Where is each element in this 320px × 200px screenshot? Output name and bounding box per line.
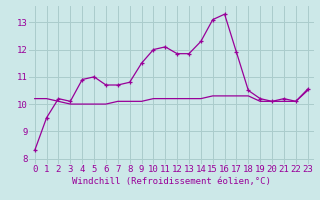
X-axis label: Windchill (Refroidissement éolien,°C): Windchill (Refroidissement éolien,°C) [72, 177, 271, 186]
